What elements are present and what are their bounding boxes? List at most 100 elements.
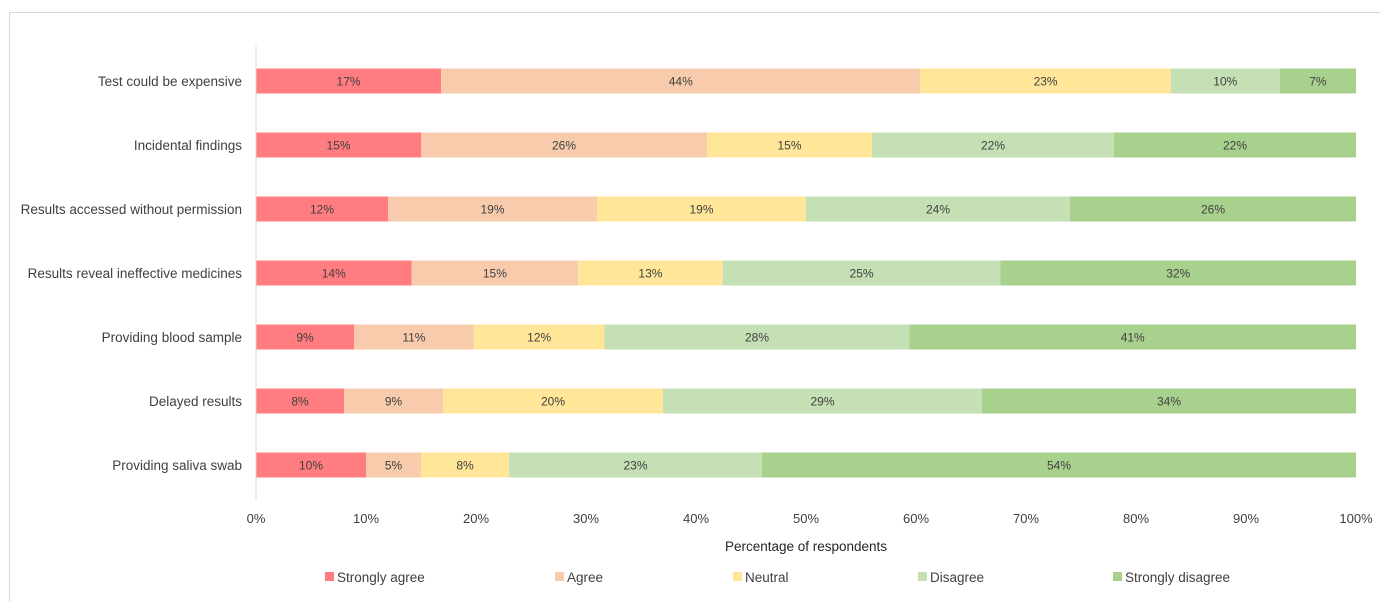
bar-segment [872,132,1114,158]
data-label: 24% [926,203,950,217]
legend-swatch [555,572,564,581]
bars-group: 17% 44% 23% 10% 7% 15% 26% 15% 22% 22% 12% 19% 19% 24… [256,68,1356,478]
x-tick-label: 10% [353,511,379,526]
bar-segment [441,68,921,94]
data-label: 5% [385,459,403,473]
bar-segment [982,388,1356,414]
legend-label: Strongly agree [337,570,425,585]
data-label: 9% [385,395,403,409]
x-tick-label: 40% [683,511,709,526]
data-label: 22% [1223,139,1247,153]
bar-segment [473,324,605,350]
data-label: 23% [623,459,647,473]
bar-segment [256,452,366,478]
bar-segment [256,260,412,286]
category-label: Test could be expensive [98,74,242,89]
bar-segment [366,452,421,478]
data-label: 7% [1309,75,1327,89]
data-label: 15% [326,139,350,153]
legend-swatch [325,572,334,581]
bar-segment [1279,68,1356,94]
bar-segment [256,388,344,414]
bar-segment [604,324,910,350]
data-label: 9% [296,331,314,345]
data-label: 10% [1213,75,1237,89]
bar-segment [256,196,388,222]
data-label: 29% [810,395,834,409]
bar-segment [909,324,1356,350]
bar-segment [256,68,442,94]
bar-segment [1070,196,1356,222]
bar-segment [1000,260,1356,286]
category-label: Delayed results [149,394,242,409]
data-label: 11% [402,331,425,345]
bar-segment [1170,68,1280,94]
data-label: 10% [299,459,323,473]
data-label: 26% [1201,203,1225,217]
data-label: 13% [638,267,662,281]
x-tick-labels-group: 0% 10% 20% 30% 40% 50% 60% 70% 80% 90% 100% [247,511,1373,526]
bar-segment [344,388,443,414]
bar-segment [722,260,1001,286]
legend-swatch [1113,572,1122,581]
x-tick-label: 80% [1123,511,1149,526]
data-label: 14% [322,267,346,281]
legend-label: Strongly disagree [1125,570,1230,585]
bar-segment [388,196,597,222]
x-tick-label: 90% [1233,511,1259,526]
bar-segment [256,324,355,350]
data-label: 12% [527,331,551,345]
data-label: 17% [337,75,361,89]
data-label: 22% [981,139,1005,153]
data-label: 28% [745,331,769,345]
data-label: 34% [1157,395,1181,409]
bar-segment [421,452,509,478]
legend-swatch [733,572,742,581]
category-label: Providing blood sample [102,330,242,345]
bar-segment [806,196,1070,222]
bar-segment [411,260,579,286]
x-tick-label: 20% [463,511,489,526]
data-label: 8% [456,459,474,473]
category-label: Incidental findings [134,138,242,153]
data-label: 41% [1121,331,1145,345]
data-label: 19% [689,203,713,217]
bar-segment [597,196,806,222]
data-label: 32% [1166,267,1190,281]
legend-label: Disagree [930,570,984,585]
x-tick-label: 0% [247,511,266,526]
bar-segment [1114,132,1356,158]
x-tick-label: 100% [1339,511,1373,526]
frame-top-border [9,12,1380,13]
bar-segment [578,260,723,286]
category-label: Providing saliva swab [112,458,242,473]
bar-segment [443,388,663,414]
data-label: 20% [541,395,565,409]
data-label: 23% [1034,75,1058,89]
bar-segment [421,132,707,158]
x-tick-label: 50% [793,511,819,526]
data-label: 26% [552,139,576,153]
frame-left-border [9,12,10,602]
legend-swatch [918,572,927,581]
data-label: 12% [310,203,334,217]
bar-segment [707,132,872,158]
legend-label: Agree [567,570,603,585]
x-tick-label: 30% [573,511,599,526]
bar-segment [762,452,1356,478]
data-label: 54% [1047,459,1071,473]
data-label: 19% [480,203,504,217]
data-label: 15% [483,267,507,281]
category-label: Results accessed without permission [21,202,242,217]
data-label: 44% [669,75,693,89]
data-label: 25% [850,267,874,281]
bar-segment [663,388,982,414]
bar-segment [256,132,421,158]
x-tick-label: 70% [1013,511,1039,526]
category-label: Results reveal ineffective medicines [28,266,243,281]
bar-segment [509,452,762,478]
category-labels-group: Test could be expensive Incidental findin… [21,74,243,473]
bar-segment [920,68,1171,94]
bar-segment [354,324,474,350]
